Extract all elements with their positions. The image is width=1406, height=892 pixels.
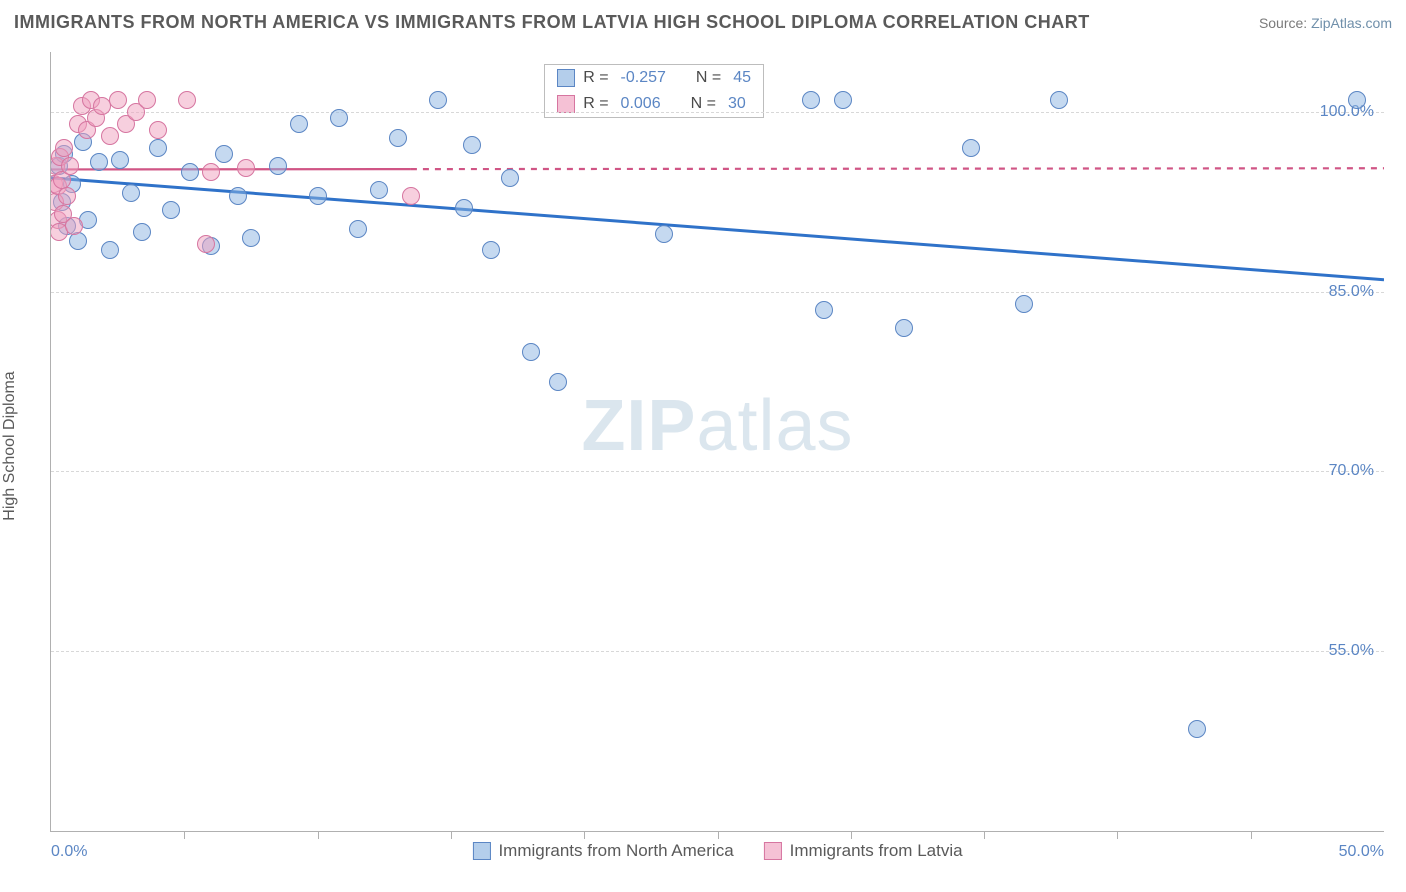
data-point: [429, 91, 447, 109]
data-point: [69, 232, 87, 250]
stats-legend: R = -0.257 N = 45 R = 0.006 N = 30: [544, 64, 764, 118]
chart-plot-area: ZIPatlas R = -0.257 N = 45 R = 0.006 N = 30 55.…: [50, 52, 1384, 832]
stat-r-label: R =: [583, 69, 608, 87]
data-point: [149, 139, 167, 157]
source-link[interactable]: ZipAtlas.com: [1311, 15, 1392, 31]
data-point: [802, 91, 820, 109]
data-point: [58, 187, 76, 205]
legend-label: Immigrants from North America: [498, 841, 733, 861]
data-point: [370, 181, 388, 199]
data-point: [229, 187, 247, 205]
legend-item: Immigrants from Latvia: [764, 841, 963, 861]
x-tick: [318, 831, 319, 839]
y-tick-label: 85.0%: [1329, 283, 1374, 301]
legend-swatch-blue: [472, 842, 490, 860]
data-point: [101, 127, 119, 145]
data-point: [242, 229, 260, 247]
data-point: [389, 129, 407, 147]
data-point: [522, 343, 540, 361]
x-tick: [451, 831, 452, 839]
watermark-bold: ZIP: [581, 386, 696, 466]
data-point: [463, 136, 481, 154]
data-point: [349, 220, 367, 238]
data-point: [162, 201, 180, 219]
data-point: [501, 169, 519, 187]
data-point: [1348, 91, 1366, 109]
legend-swatch-pink: [764, 842, 782, 860]
data-point: [55, 139, 73, 157]
data-point: [138, 91, 156, 109]
data-point: [237, 159, 255, 177]
x-tick: [184, 831, 185, 839]
legend-swatch-icon: [557, 95, 575, 113]
x-tick: [851, 831, 852, 839]
data-point: [549, 373, 567, 391]
x-axis-max-label: 50.0%: [1339, 843, 1384, 861]
data-point: [197, 235, 215, 253]
data-point: [181, 163, 199, 181]
legend-label: Immigrants from Latvia: [790, 841, 963, 861]
data-point: [1188, 720, 1206, 738]
stat-r-value: -0.257: [621, 69, 666, 87]
stat-n-label: N =: [691, 95, 716, 113]
y-tick-label: 55.0%: [1329, 642, 1374, 660]
data-point: [122, 184, 140, 202]
data-point: [202, 163, 220, 181]
y-tick-label: 70.0%: [1329, 462, 1374, 480]
data-point: [215, 145, 233, 163]
data-point: [101, 241, 119, 259]
stat-r-label: R =: [583, 95, 608, 113]
series-legend: Immigrants from North America Immigrants…: [472, 841, 962, 861]
data-point: [133, 223, 151, 241]
watermark: ZIPatlas: [581, 385, 853, 467]
data-point: [61, 157, 79, 175]
gridline-h: [51, 112, 1384, 113]
data-point: [90, 153, 108, 171]
x-tick: [718, 831, 719, 839]
data-point: [834, 91, 852, 109]
data-point: [111, 151, 129, 169]
watermark-light: atlas: [696, 386, 853, 466]
data-point: [178, 91, 196, 109]
plot-inner: ZIPatlas R = -0.257 N = 45 R = 0.006 N = 30 55.…: [51, 52, 1384, 831]
data-point: [1015, 295, 1033, 313]
y-axis-label: High School Diploma: [1, 371, 19, 520]
stat-r-value: 0.006: [621, 95, 661, 113]
gridline-h: [51, 651, 1384, 652]
y-tick-label: 100.0%: [1320, 103, 1374, 121]
data-point: [655, 225, 673, 243]
data-point: [815, 301, 833, 319]
data-point: [290, 115, 308, 133]
stat-n-value: 45: [733, 69, 751, 87]
data-point: [330, 109, 348, 127]
data-point: [109, 91, 127, 109]
gridline-h: [51, 292, 1384, 293]
stat-n-label: N =: [696, 69, 721, 87]
data-point: [482, 241, 500, 259]
x-tick: [584, 831, 585, 839]
data-point: [1050, 91, 1068, 109]
data-point: [895, 319, 913, 337]
data-point: [402, 187, 420, 205]
stat-n-value: 30: [728, 95, 746, 113]
data-point: [65, 217, 83, 235]
gridline-h: [51, 471, 1384, 472]
source-attribution: Source: ZipAtlas.com: [1259, 15, 1392, 31]
x-tick: [1251, 831, 1252, 839]
x-tick: [1117, 831, 1118, 839]
data-point: [455, 199, 473, 217]
x-tick: [984, 831, 985, 839]
legend-item: Immigrants from North America: [472, 841, 733, 861]
source-label: Source:: [1259, 15, 1307, 31]
legend-swatch-icon: [557, 69, 575, 87]
stats-legend-row: R = -0.257 N = 45: [545, 65, 763, 91]
data-point: [962, 139, 980, 157]
chart-title: IMMIGRANTS FROM NORTH AMERICA VS IMMIGRA…: [14, 12, 1090, 33]
x-axis-min-label: 0.0%: [51, 843, 87, 861]
data-point: [269, 157, 287, 175]
data-point: [149, 121, 167, 139]
stats-legend-row: R = 0.006 N = 30: [545, 91, 763, 117]
data-point: [309, 187, 327, 205]
